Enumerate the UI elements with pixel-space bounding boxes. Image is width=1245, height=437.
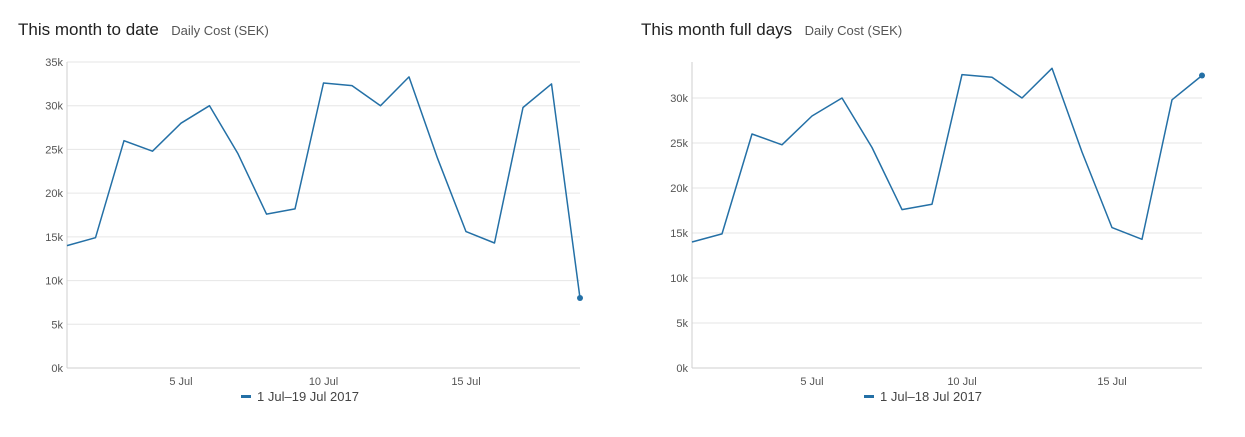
chart-title: This month full days — [641, 20, 793, 39]
y-tick-label: 30k — [670, 93, 688, 105]
x-tick-label: 10 Jul — [309, 376, 338, 388]
chart-subtitle: Daily Cost (SEK) — [804, 23, 903, 38]
chart-legend[interactable]: 1 Jul–19 Jul 2017 — [0, 389, 600, 404]
chart-subtitle: Daily Cost (SEK) — [171, 23, 269, 38]
last-data-point[interactable] — [577, 295, 583, 302]
legend-label: 1 Jul–19 Jul 2017 — [257, 389, 359, 404]
y-tick-label: 35k — [45, 57, 63, 69]
y-tick-label: 10k — [670, 273, 688, 285]
y-tick-label: 5k — [51, 319, 63, 331]
y-tick-label: 30k — [45, 101, 63, 113]
y-tick-label: 5k — [676, 318, 688, 330]
legend-label: 1 Jul–18 Jul 2017 — [880, 389, 982, 404]
x-tick-label: 15 Jul — [451, 376, 480, 388]
chart-header: This month to date Daily Cost (SEK) — [18, 20, 269, 40]
chart-title: This month to date — [18, 20, 159, 39]
series-line[interactable] — [691, 67, 1203, 243]
series-line[interactable] — [66, 76, 581, 299]
legend-swatch — [241, 395, 252, 398]
chart-header: This month full days Daily Cost (SEK) — [641, 20, 902, 40]
last-data-point[interactable] — [1199, 72, 1205, 79]
y-tick-label: 10k — [45, 276, 63, 288]
y-tick-label: 20k — [45, 188, 63, 200]
y-tick-label: 25k — [670, 138, 688, 150]
y-tick-label: 0k — [51, 363, 63, 375]
x-tick-label: 5 Jul — [800, 376, 823, 388]
chart-panel-month-to-date: This month to date Daily Cost (SEK) 0k 5k… — [0, 0, 600, 437]
y-tick-label: 15k — [670, 228, 688, 240]
x-tick-label: 5 Jul — [169, 376, 192, 388]
y-tick-label: 0k — [676, 363, 688, 375]
line-chart-full-days: 0k 5k 10k 15k 20k 25k 30k 5 Jul 10 Jul 15 Jul — [670, 62, 1205, 388]
x-tick-label: 10 Jul — [947, 376, 976, 388]
y-tick-label: 20k — [670, 183, 688, 195]
y-tick-label: 25k — [45, 144, 63, 156]
y-tick-label: 15k — [45, 232, 63, 244]
chart-panel-full-days: This month full days Daily Cost (SEK) 0k… — [623, 0, 1223, 437]
legend-swatch — [864, 395, 875, 398]
x-tick-label: 15 Jul — [1097, 376, 1126, 388]
chart-legend[interactable]: 1 Jul–18 Jul 2017 — [623, 389, 1223, 404]
line-chart-month-to-date: 0k 5k 10k 15k 20k 25k 30k 35k 5 Jul 10 Jul 15 Jul — [45, 57, 583, 388]
